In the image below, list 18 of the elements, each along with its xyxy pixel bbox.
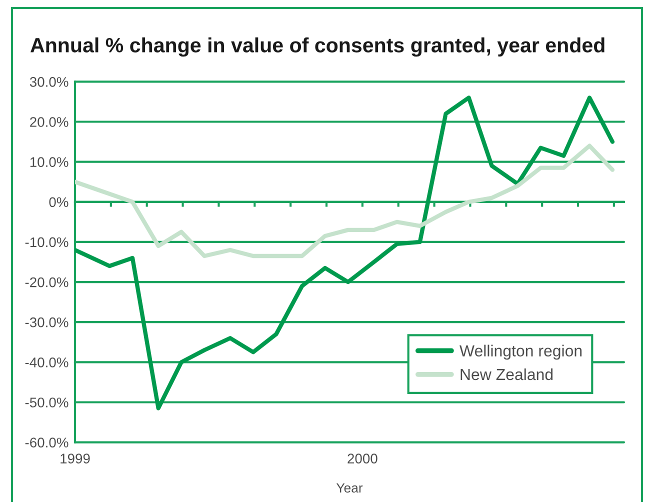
chart-title: Annual % change in value of consents granted, year ended	[30, 37, 604, 57]
y-tick-label: -60.0%	[25, 438, 68, 448]
legend-label: Wellington region	[460, 344, 582, 360]
x-tick-label: 2000	[348, 454, 378, 464]
y-tick-label: 0%	[49, 197, 68, 208]
x-tick-label: 1999	[60, 454, 90, 464]
line-series	[75, 144, 615, 258]
y-tick-label: -50.0%	[25, 398, 68, 408]
y-tick-label: 20.0%	[30, 117, 68, 127]
y-tick-label: -40.0%	[25, 358, 68, 368]
line-series	[75, 96, 615, 410]
y-tick-label: 10.0%	[30, 157, 68, 168]
x-axis-title: Year	[336, 483, 363, 493]
y-tick-label: -30.0%	[25, 317, 68, 328]
legend-label: New Zealand	[460, 368, 553, 380]
y-tick-label: -20.0%	[25, 277, 68, 288]
y-tick-label: 30.0%	[30, 77, 68, 87]
y-tick-label: -10.0%	[25, 237, 68, 248]
